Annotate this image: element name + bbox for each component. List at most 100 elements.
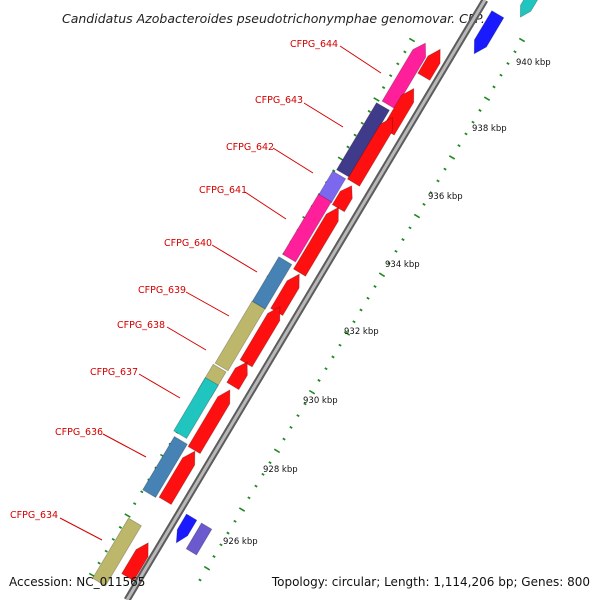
- scale-label-932: 932 kbp: [344, 327, 379, 337]
- scale-dot-right: [317, 378, 321, 382]
- gene-label-cfpg-641[interactable]: CFPG_641: [199, 185, 247, 196]
- scale-dot-right: [401, 238, 405, 242]
- scale-dot-right: [198, 578, 202, 582]
- scale-dot-left: [124, 513, 131, 518]
- scale-dot-left: [140, 490, 144, 494]
- scale-label-928: 928 kbp: [263, 465, 298, 475]
- gene-fwd-1[interactable]: [417, 48, 441, 81]
- gene-label-cfpg-642[interactable]: CFPG_642: [226, 142, 274, 153]
- scale-dot-right: [268, 461, 272, 465]
- scale-dot-right: [338, 343, 342, 347]
- scale-label-936: 936 kbp: [428, 192, 463, 202]
- scale-dot-right: [303, 402, 307, 406]
- scale-dot-right: [436, 179, 440, 183]
- gene-cfpg-634[interactable]: [92, 517, 142, 587]
- gene-cfpg-641[interactable]: [282, 193, 332, 263]
- gene-cyan-top[interactable]: [519, 0, 539, 18]
- scale-dot-right: [331, 355, 335, 359]
- scale-dot-left: [97, 561, 101, 565]
- gene-fwd-3[interactable]: [346, 116, 393, 187]
- scale-dot-right: [352, 320, 356, 324]
- scale-dot-right: [359, 308, 363, 312]
- scale-dot-left: [88, 572, 96, 578]
- scale-dot-right: [378, 272, 386, 278]
- backbone: [123, 0, 489, 600]
- scale-dot-right: [226, 531, 230, 535]
- scale-dot-right: [492, 85, 496, 89]
- scale-dot-right: [471, 120, 475, 124]
- gene-blue-926b[interactable]: [185, 522, 213, 556]
- gene-label-cfpg-639[interactable]: CFPG_639: [138, 285, 186, 296]
- gene-fwd-5[interactable]: [292, 206, 339, 277]
- gene-label-cfpg-636[interactable]: CFPG_636: [55, 427, 103, 438]
- scale-dot-right: [422, 202, 426, 206]
- scale-dot-left: [403, 50, 407, 54]
- scale-dot-right: [296, 414, 300, 418]
- genome-summary-text: Topology: circular; Length: 1,114,206 bp…: [271, 575, 590, 589]
- scale-label-934: 934 kbp: [385, 260, 420, 270]
- scale-dot-left: [367, 109, 371, 113]
- gene-cfpg-637[interactable]: [173, 376, 219, 440]
- gene-cfpg-642[interactable]: [317, 170, 347, 204]
- scale-dot-right: [373, 285, 377, 288]
- gene-fwd-10[interactable]: [158, 450, 196, 506]
- scale-labels: 940 kbp 938 kbp 936 kbp 934 kbp 932 kbp …: [223, 58, 551, 547]
- scale-dot-right: [429, 191, 433, 195]
- gene-cfpg-644[interactable]: [381, 42, 427, 110]
- scale-dot-right: [343, 331, 351, 336]
- gene-label-cfpg-637[interactable]: CFPG_637: [90, 367, 138, 378]
- scale-dot-right: [273, 448, 281, 454]
- scale-dot-right: [203, 565, 211, 571]
- scale-dots: [88, 37, 526, 582]
- scale-dot-right: [457, 144, 461, 148]
- scale-dot-right: [238, 507, 246, 512]
- gene-label-cfpg-643[interactable]: CFPG_643: [255, 95, 303, 106]
- scale-dot-left: [133, 502, 137, 506]
- scale-dot-left: [104, 549, 108, 553]
- scale-dot-left: [360, 121, 364, 125]
- scale-dot-right: [464, 132, 468, 136]
- gene-blue-top[interactable]: [473, 10, 505, 55]
- gene-labels: CFPG_644 CFPG_643 CFPG_642 CFPG_641 CFPG…: [10, 39, 338, 521]
- scale-dot-left: [389, 74, 393, 78]
- scale-dot-left: [353, 133, 357, 137]
- scale-dot-right: [282, 437, 286, 441]
- scale-dot-right: [448, 155, 456, 160]
- gene-fwd-11[interactable]: [121, 542, 149, 582]
- scale-dot-right: [513, 50, 517, 54]
- gene-cfpg-639[interactable]: [214, 300, 266, 372]
- gene-blue-926a[interactable]: [175, 513, 198, 544]
- scale-dot-left: [381, 86, 386, 90]
- gene-label-cfpg-644[interactable]: CFPG_644: [290, 39, 338, 50]
- gene-cfpg-636[interactable]: [142, 435, 188, 499]
- scale-dot-left: [111, 537, 115, 541]
- scale-label-930: 930 kbp: [303, 396, 338, 406]
- gene-label-cfpg-640[interactable]: CFPG_640: [164, 238, 212, 249]
- scale-dot-right: [233, 519, 237, 523]
- gene-fwd-9[interactable]: [187, 389, 231, 455]
- scale-label-940: 940 kbp: [516, 58, 551, 68]
- scale-dot-left: [118, 525, 123, 529]
- scale-dot-right: [518, 37, 526, 43]
- scale-label-926: 926 kbp: [223, 537, 258, 547]
- scale-dot-right: [308, 389, 316, 395]
- scale-dot-right: [394, 249, 398, 253]
- gene-cfpg-640[interactable]: [251, 256, 293, 310]
- scale-dot-right: [483, 96, 491, 101]
- gene-label-cfpg-638[interactable]: CFPG_638: [117, 320, 165, 331]
- gene-label-cfpg-634[interactable]: CFPG_634: [10, 510, 58, 521]
- scale-dot-left: [408, 37, 416, 43]
- scale-dot-right: [289, 425, 293, 429]
- label-leader-lines: [59, 45, 382, 541]
- map-title: Candidatus Azobacteroides pseudotrichony…: [62, 11, 493, 26]
- scale-dot-right: [387, 261, 391, 265]
- scale-dot-left: [373, 97, 380, 102]
- scale-dot-right: [212, 555, 216, 558]
- features: [92, 0, 539, 587]
- scale-dot-right: [219, 543, 223, 547]
- scale-dot-right: [443, 167, 447, 171]
- accession-text: Accession: NC_011565: [9, 575, 145, 589]
- scale-dot-right: [247, 496, 251, 500]
- gene-fwd-8[interactable]: [226, 361, 248, 391]
